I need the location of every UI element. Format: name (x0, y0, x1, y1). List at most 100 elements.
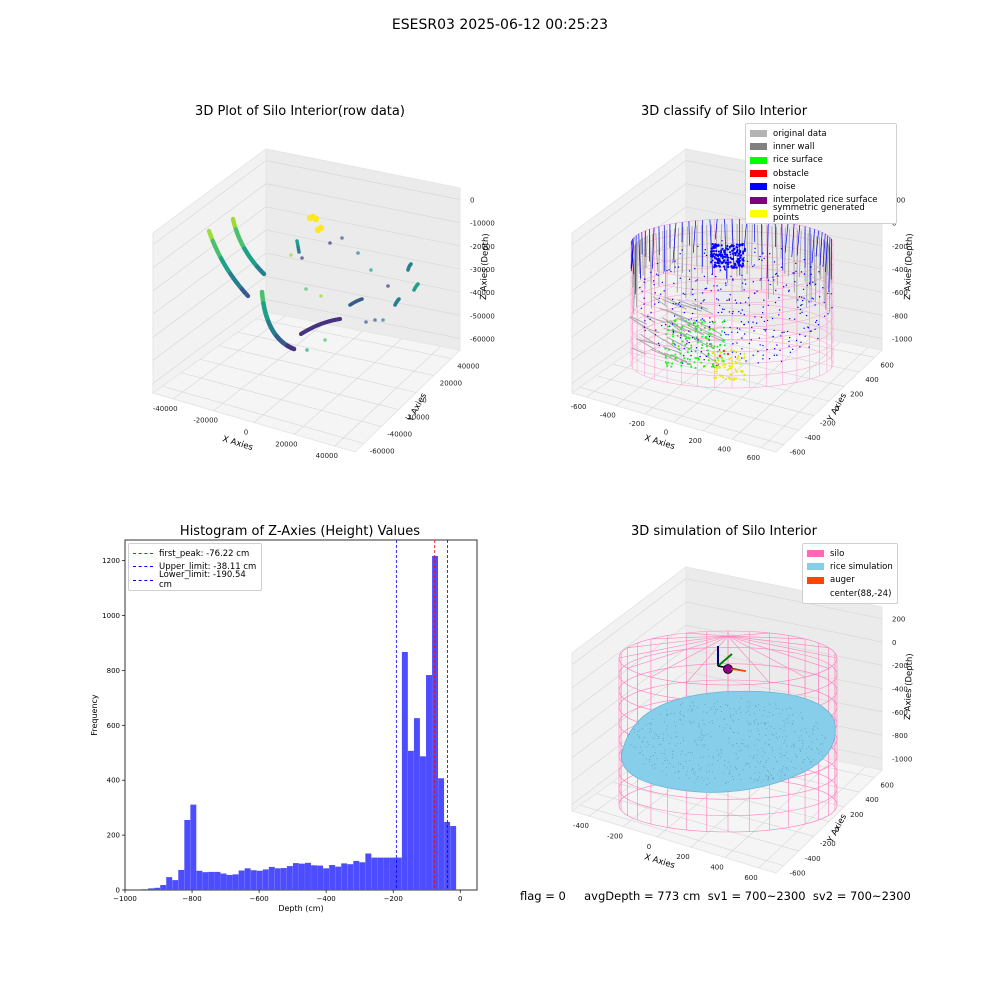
p2-noise-cluster-point (720, 254, 724, 257)
p2-noise-point (709, 343, 711, 345)
p4-legend-label: rice simulation (830, 561, 893, 572)
p3-y-tick-label: 1200 (102, 557, 120, 565)
p2-noise-point (788, 336, 791, 339)
panel4-xlabel: X Axies (643, 852, 676, 871)
p2-noise-point (705, 287, 708, 290)
p2-noise-cluster-point (723, 259, 726, 262)
p2-rice-surface-point (688, 358, 691, 361)
p1-point (296, 247, 301, 252)
p1-point (412, 288, 416, 292)
p2-noise-point (776, 344, 778, 346)
p1-point (275, 335, 281, 341)
p2-rice-surface-point (688, 347, 691, 350)
p2-noise-cluster-point (720, 255, 723, 258)
p1-point (262, 306, 267, 312)
histogram-bar (274, 868, 281, 890)
p1-point (260, 294, 265, 300)
p1-point (234, 228, 239, 233)
panel4-legend: silo rice simulation auger center(88,-24) (802, 543, 898, 605)
p4-x-tick-label: -400 (573, 822, 589, 830)
p2-noise-point (708, 326, 711, 329)
p1-point (230, 216, 236, 222)
p2-noise-cluster-point (720, 262, 724, 265)
p2-noise-point (650, 311, 652, 314)
p2-symmetric-point (718, 365, 721, 368)
p2-noise-point (797, 299, 799, 301)
p2-noise-point (769, 283, 771, 286)
p2-noise-point (823, 315, 826, 317)
p2-noise-point (763, 257, 765, 260)
p2-noise-cluster-point (730, 249, 734, 252)
p2-noise-cluster-point (732, 265, 736, 268)
p1-point (271, 329, 276, 335)
p2-symmetric-point (729, 356, 732, 359)
p2-noise-cluster-point (715, 265, 718, 268)
p2-noise-point (710, 250, 713, 252)
p1-point (304, 328, 309, 333)
p1-point (262, 305, 267, 311)
p1-point (259, 292, 265, 297)
p2-symmetric-point (734, 360, 737, 363)
p2-noise-cluster-point (730, 265, 733, 268)
p2-noise-point (745, 360, 747, 362)
p2-rice-surface-point (700, 361, 703, 364)
p1-point (350, 301, 355, 306)
p1-point (322, 320, 327, 325)
p1-point (283, 342, 288, 347)
p2-noise-point (773, 329, 775, 332)
p2-noise-point (672, 330, 674, 333)
p2-noise-point (730, 275, 732, 278)
p2-rice-surface-point (703, 365, 706, 368)
p2-symmetric-point (714, 377, 717, 380)
p2-noise-cluster-point (710, 247, 713, 250)
p1-point (327, 319, 332, 324)
p2-noise-cluster-point (731, 266, 734, 269)
p2-noise-point (724, 268, 726, 271)
p1-point (231, 276, 237, 282)
p1-point (208, 233, 214, 239)
p1-point (282, 341, 287, 346)
p2-symmetric-point (731, 360, 734, 363)
histogram-bar (232, 874, 239, 890)
p2-rice-surface-point (687, 324, 690, 327)
p2-noise-cluster-point (736, 248, 739, 252)
p2-noise-point (711, 273, 713, 275)
p2-noise-cluster-point (720, 253, 724, 256)
panel4-panes (570, 565, 884, 874)
p2-noise-point (753, 264, 755, 266)
p1-point (269, 327, 275, 332)
histogram-bar (383, 857, 390, 890)
p1-point (252, 260, 257, 266)
p2-noise-point (772, 336, 774, 338)
p1-point (238, 285, 243, 290)
p2-noise-point (661, 281, 664, 284)
p1-point (264, 314, 269, 320)
p1-point (394, 300, 399, 304)
p1-point (308, 326, 313, 331)
p1-point (335, 317, 340, 322)
p2-noise-cluster-point (713, 255, 716, 258)
p1-point (213, 245, 219, 251)
p2-noise-point (704, 288, 706, 290)
p2-rice-surface-point (688, 362, 691, 365)
p1-point (216, 251, 221, 257)
p2-rice-surface-point (722, 339, 725, 342)
p1-point (235, 282, 241, 287)
p2-rice-surface-point (700, 319, 703, 322)
p4-y-tick-label: 600 (880, 781, 893, 789)
p2-noise-point (752, 265, 754, 268)
panel4-floor-pane (570, 729, 884, 874)
p2-rice-surface-point (718, 366, 721, 369)
p2-noise-point (803, 273, 806, 275)
p2-noise-point (786, 330, 789, 333)
p2-noise-point (654, 334, 657, 336)
p3-x-tick-label: −200 (384, 895, 403, 903)
p2-rice-surface-point (706, 349, 709, 352)
p1-point (266, 320, 272, 325)
p1-point (406, 266, 411, 271)
p2-legend-item: inner wall (750, 140, 892, 153)
p1-point (213, 244, 218, 250)
p4-y-tick-label: 0 (835, 826, 839, 834)
p2-noise-point (697, 339, 699, 341)
p2-noise-cluster-point (737, 264, 741, 267)
